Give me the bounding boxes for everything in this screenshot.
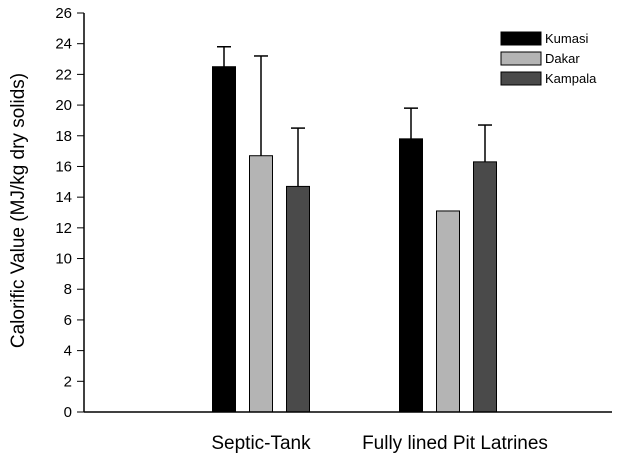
y-tick-label: 20	[55, 97, 72, 114]
bar-kumasi-2	[399, 138, 423, 413]
legend-label: Dakar	[545, 51, 580, 66]
y-tick-label: 2	[64, 373, 72, 390]
legend-swatch-kumasi	[500, 31, 542, 46]
y-tick-label: 16	[55, 158, 72, 175]
y-tick-label: 6	[64, 312, 72, 329]
y-tick-label: 0	[64, 404, 72, 421]
error-bars	[217, 46, 492, 187]
bar-kampala-1	[286, 185, 310, 413]
bar-kampala-2	[473, 161, 497, 413]
category-label: Septic-Tank	[211, 433, 311, 454]
y-tick-label: 8	[64, 281, 72, 298]
category-labels: Septic-Tank Fully lined Pit Latrines	[211, 433, 548, 454]
y-tick-label: 10	[55, 251, 72, 268]
y-tick-label: 12	[55, 220, 72, 237]
bar-dakar-1	[249, 155, 273, 413]
legend: Kumasi Dakar Kampala	[500, 31, 597, 86]
legend-label: Kampala	[545, 71, 597, 86]
bar-kumasi-1	[212, 66, 236, 413]
bar-dakar-2	[436, 210, 460, 413]
legend-swatch-kampala	[500, 71, 542, 86]
y-axis-label: Calorific Value (MJ/kg dry solids)	[8, 73, 29, 348]
category-label: Fully lined Pit Latrines	[362, 433, 548, 454]
legend-label: Kumasi	[545, 31, 588, 46]
legend-swatch-dakar	[500, 51, 542, 66]
y-tick-label: 26	[55, 5, 72, 22]
y-tick-label: 18	[55, 128, 72, 145]
y-tick-label: 24	[55, 36, 72, 53]
y-tick-label: 14	[55, 189, 72, 206]
y-tick-label: 4	[64, 343, 72, 360]
bars	[212, 66, 497, 413]
y-tick-label: 22	[55, 66, 72, 83]
